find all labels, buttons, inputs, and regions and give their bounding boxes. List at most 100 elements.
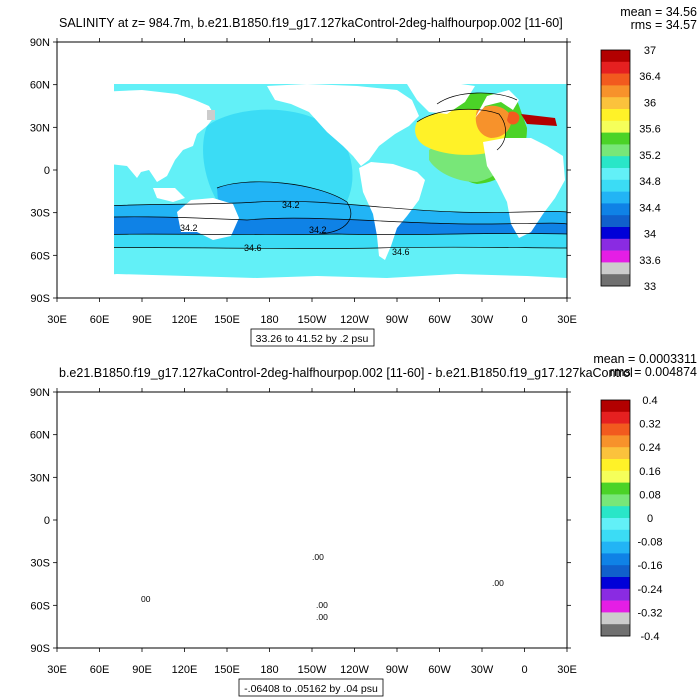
x-tick-label: 180 <box>260 664 278 676</box>
x-tick-label: 90W <box>386 314 409 326</box>
colorbar-swatch <box>601 411 630 424</box>
colorbar-swatch <box>601 262 630 275</box>
colorbar-swatch <box>601 482 630 495</box>
colorbar-level-label: -0.32 <box>637 607 662 619</box>
colorbar-swatch <box>601 588 630 601</box>
y-tick-label: 30S <box>30 558 50 570</box>
x-tick-label: 60W <box>428 664 451 676</box>
y-tick-label: 0 <box>44 515 50 527</box>
panel-2-negative-region <box>414 477 524 593</box>
colorbar-level-label: -0.16 <box>637 560 662 572</box>
panel-1-contour-label: 34.2 <box>309 225 327 235</box>
colorbar-level-label: 35.2 <box>639 150 660 162</box>
panel-1-mediterranean <box>521 114 557 126</box>
panel-2: b.e21.B1850.f19_g17.127kaControl-2deg-ha… <box>30 352 697 697</box>
y-tick-label: 90N <box>30 37 50 49</box>
panel-2-rms: rms = 0.004874 <box>610 365 697 379</box>
colorbar-swatch <box>601 132 630 145</box>
panel-2-ocean-base <box>57 398 567 628</box>
y-tick-label: 90S <box>30 643 50 655</box>
colorbar-swatch <box>601 179 630 192</box>
y-tick-label: 60N <box>30 80 50 92</box>
x-tick-label: 120W <box>340 664 369 676</box>
colorbar-level-label: 34.8 <box>639 176 660 188</box>
panel-2-y-ticks: 90N 60N 30N 0 30S 60S 90S <box>30 387 571 655</box>
colorbar-swatch <box>601 470 630 483</box>
colorbar-swatch <box>601 553 630 566</box>
colorbar-swatch <box>601 577 630 590</box>
x-tick-label: 30W <box>471 314 494 326</box>
x-tick-label: 120W <box>340 314 369 326</box>
y-tick-label: 60N <box>30 430 50 442</box>
x-tick-label: 150W <box>298 664 327 676</box>
panel-2-negative-region <box>57 587 567 628</box>
panel-2-contour-label: .00 <box>492 578 504 588</box>
colorbar-swatch <box>601 250 630 263</box>
colorbar-swatch <box>601 565 630 578</box>
colorbar-swatch <box>601 215 630 228</box>
panel-1-mean: mean = 34.56 <box>620 5 697 19</box>
x-tick-label: 30E <box>47 314 67 326</box>
y-tick-label: 90N <box>30 387 50 399</box>
colorbar-level-label: 0.08 <box>639 489 660 501</box>
panel-1-contour-label: 34.2 <box>180 223 198 233</box>
panel-2-contour-label: 00 <box>141 594 151 604</box>
panel-1-range-box <box>250 328 375 347</box>
colorbar-swatch <box>601 191 630 204</box>
colorbar-swatch <box>601 459 630 472</box>
colorbar-level-label: -0.4 <box>641 631 660 643</box>
panel-2-contour-label: .00 <box>316 600 328 610</box>
x-tick-label: 150W <box>298 314 327 326</box>
colorbar-swatch <box>601 73 630 86</box>
panel-1-rms: rms = 34.57 <box>631 18 697 32</box>
colorbar-swatch <box>601 203 630 216</box>
y-tick-label: 60S <box>30 250 50 262</box>
panel-1-y-ticks: 90N 60N 30N 0 30S 60S 90S <box>30 37 571 305</box>
x-tick-label: 30W <box>471 664 494 676</box>
colorbar-swatch <box>601 85 630 98</box>
colorbar-level-label: 0.24 <box>639 442 660 454</box>
x-tick-label: 60E <box>90 664 110 676</box>
colorbar-swatch <box>601 423 630 436</box>
x-tick-label: 120E <box>172 314 198 326</box>
x-tick-label: 0 <box>521 314 527 326</box>
x-tick-label: 30E <box>557 314 577 326</box>
colorbar-level-label: 36 <box>644 97 656 109</box>
colorbar-swatch <box>601 120 630 133</box>
y-tick-label: 0 <box>44 165 50 177</box>
x-tick-label: 150E <box>214 314 240 326</box>
colorbar-swatch <box>601 227 630 240</box>
colorbar-swatch <box>601 400 630 413</box>
panel-1-colorbar: 37 36.4 36 35.6 35.2 34.8 34.4 34 33.6 33 <box>600 45 661 293</box>
x-tick-label: 180 <box>260 314 278 326</box>
colorbar-swatch <box>601 506 630 519</box>
colorbar-level-label: 0 <box>647 513 653 525</box>
panel-1-atlantic-red <box>507 111 520 125</box>
colorbar-swatch <box>601 144 630 157</box>
colorbar-swatch <box>601 518 630 531</box>
panel-2-x-ticks: 30E 60E 90E 120E 150E 180 150W 120W 90W 60W 30W 0 30… <box>47 388 577 676</box>
x-tick-label: 60E <box>90 314 110 326</box>
colorbar-swatch <box>601 612 630 625</box>
x-tick-label: 90W <box>386 664 409 676</box>
x-tick-label: 0 <box>521 664 527 676</box>
panel-2-negative-region <box>137 519 207 552</box>
y-tick-label: 30N <box>30 122 50 134</box>
panel-2-colorbar: 0.4 0.32 0.24 0.16 0.08 0 -0.08 -0.16 -0.24 -0.32… <box>600 395 663 643</box>
panel-1-x-ticks: 30E 60E 90E 120E 150E 180 150W 120W 90W 60W 30W 0 30… <box>47 38 577 326</box>
colorbar-swatch <box>601 529 630 542</box>
colorbar-swatch <box>601 238 630 251</box>
panel-1-southern-band-d <box>114 247 567 274</box>
colorbar-swatch <box>601 624 630 637</box>
panel-1: SALINITY at z= 984.7m, b.e21.B1850.f19_g… <box>30 5 697 347</box>
colorbar-swatch <box>601 274 630 287</box>
colorbar-swatch <box>601 109 630 122</box>
colorbar-level-label: -0.08 <box>637 537 662 549</box>
panel-1-missing-patch <box>207 110 215 120</box>
panel-1-map <box>114 84 568 298</box>
panel-2-negative-region <box>427 434 498 462</box>
panel-1-atlantic-orange <box>475 105 512 138</box>
colorbar-swatch <box>601 61 630 74</box>
y-tick-label: 60S <box>30 600 50 612</box>
